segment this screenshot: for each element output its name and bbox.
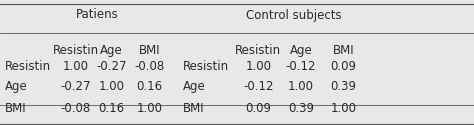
Text: BMI: BMI	[182, 102, 204, 115]
Text: 1.00: 1.00	[288, 80, 314, 93]
Text: -0.08: -0.08	[134, 60, 164, 73]
Text: 0.16: 0.16	[98, 102, 125, 115]
Text: Patiens: Patiens	[76, 8, 118, 22]
Text: Resistin: Resistin	[235, 44, 282, 57]
Text: Control subjects: Control subjects	[246, 8, 342, 22]
Text: Age: Age	[100, 44, 123, 57]
Text: 1.00: 1.00	[99, 80, 124, 93]
Text: Resistin: Resistin	[182, 60, 228, 73]
Text: -0.27: -0.27	[61, 80, 91, 93]
Text: BMI: BMI	[138, 44, 160, 57]
Text: 1.00: 1.00	[246, 60, 271, 73]
Text: 0.09: 0.09	[246, 102, 271, 115]
Text: Age: Age	[5, 80, 27, 93]
Text: Resistin: Resistin	[5, 60, 51, 73]
Text: 1.00: 1.00	[331, 102, 356, 115]
Text: Resistin: Resistin	[53, 44, 99, 57]
Text: 0.39: 0.39	[331, 80, 356, 93]
Text: -0.27: -0.27	[96, 60, 127, 73]
Text: BMI: BMI	[5, 102, 27, 115]
Text: 0.09: 0.09	[331, 60, 356, 73]
Text: Age: Age	[290, 44, 312, 57]
Text: 0.16: 0.16	[136, 80, 163, 93]
Text: -0.12: -0.12	[286, 60, 316, 73]
Text: 1.00: 1.00	[63, 60, 89, 73]
Text: 1.00: 1.00	[137, 102, 162, 115]
Text: 0.39: 0.39	[288, 102, 314, 115]
Text: BMI: BMI	[333, 44, 355, 57]
Text: -0.12: -0.12	[243, 80, 273, 93]
Text: Age: Age	[182, 80, 205, 93]
Text: -0.08: -0.08	[61, 102, 91, 115]
